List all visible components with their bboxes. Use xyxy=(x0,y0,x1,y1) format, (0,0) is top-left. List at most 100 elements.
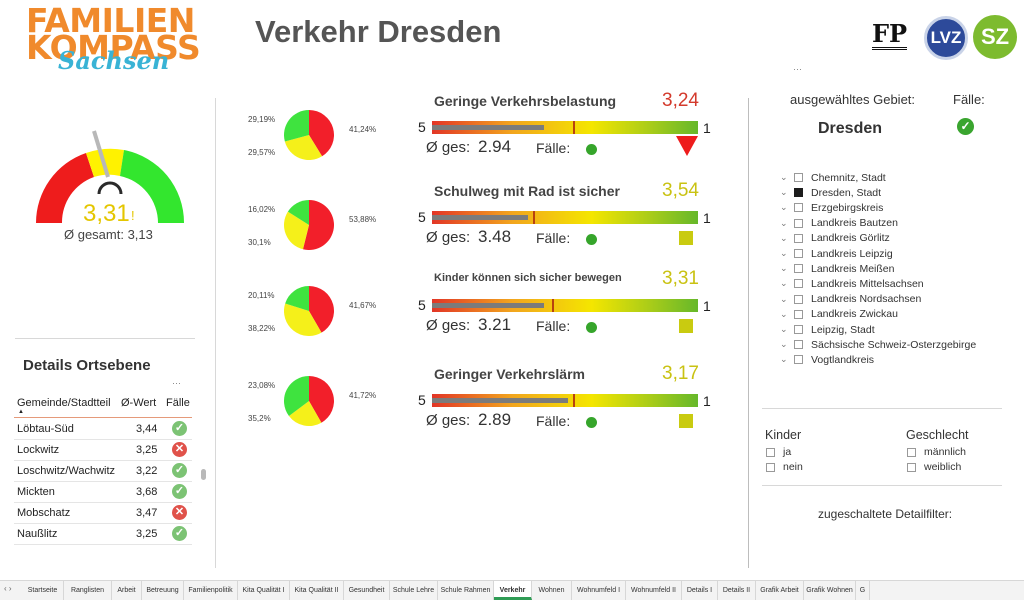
checkbox[interactable] xyxy=(766,462,775,472)
tab-g[interactable]: G xyxy=(856,581,870,600)
column-header-area[interactable]: Gemeinde/Stadtteil xyxy=(17,397,111,409)
region-item[interactable]: ⌄ Dresden, Stadt xyxy=(780,185,881,200)
chevron-down-icon[interactable]: ⌄ xyxy=(780,354,788,365)
region-item[interactable]: ⌄ Landkreis Leipzig xyxy=(780,246,893,261)
tab-scroll-arrows[interactable]: ‹ › xyxy=(4,584,12,593)
chevron-down-icon[interactable]: ⌄ xyxy=(780,263,788,274)
table-scrollbar[interactable] xyxy=(201,469,206,480)
region-label: Landkreis Görlitz xyxy=(811,232,890,245)
checkbox[interactable] xyxy=(794,279,803,289)
visual-menu-icon[interactable]: ⋯ xyxy=(793,64,806,74)
chevron-down-icon[interactable]: ⌄ xyxy=(780,232,788,243)
gauge-chart xyxy=(36,130,184,223)
checkbox[interactable] xyxy=(794,173,803,182)
checkbox[interactable] xyxy=(794,188,803,198)
region-item[interactable]: ⌄ Landkreis Nordsachsen xyxy=(780,292,921,307)
cases-label: Fälle: xyxy=(536,140,571,156)
gauge-marker: ! xyxy=(131,208,135,223)
checkbox[interactable] xyxy=(907,462,916,472)
tab-kita-qualit-t-ii[interactable]: Kita Qualität II xyxy=(290,581,344,600)
tab-wohnen[interactable]: Wohnen xyxy=(532,581,572,600)
pie-chart xyxy=(284,110,334,160)
checkbox[interactable] xyxy=(907,447,916,457)
region-label: Landkreis Zwickau xyxy=(811,308,898,321)
tab-details-i[interactable]: Details I xyxy=(682,581,718,600)
chevron-down-icon[interactable]: ⌄ xyxy=(780,293,788,304)
chevron-down-icon[interactable]: ⌄ xyxy=(780,248,788,258)
checkbox[interactable] xyxy=(794,325,803,334)
tab-gesundheit[interactable]: Gesundheit xyxy=(344,581,390,600)
tab-verkehr[interactable]: Verkehr xyxy=(494,581,532,600)
pie-label: 29,57% xyxy=(248,148,276,157)
status-square-icon xyxy=(679,319,693,333)
tab-familienpolitik[interactable]: Familienpolitik xyxy=(184,581,238,600)
divider xyxy=(215,98,216,568)
metric-title: Geringe Verkehrsbelastung xyxy=(434,93,617,109)
metric-title: Schulweg mit Rad ist sicher xyxy=(434,183,620,199)
region-item[interactable]: ⌄ Chemnitz, Stadt xyxy=(780,170,886,185)
chevron-down-icon[interactable]: ⌄ xyxy=(780,172,788,182)
checkbox[interactable] xyxy=(794,264,803,274)
region-item[interactable]: ⌄ Landkreis Zwickau xyxy=(780,307,898,322)
tab-grafik-arbeit[interactable]: Grafik Arbeit xyxy=(756,581,804,600)
chevron-down-icon[interactable]: ⌄ xyxy=(780,324,788,334)
region-item[interactable]: ⌄ Landkreis Mittelsachsen xyxy=(780,276,924,291)
checkbox[interactable] xyxy=(794,309,803,319)
table-row[interactable]: Mickten 3,68 ✓ xyxy=(14,482,192,503)
chevron-down-icon[interactable]: ⌄ xyxy=(780,339,788,350)
bar-fill xyxy=(432,125,544,130)
region-label: Chemnitz, Stadt xyxy=(811,171,886,184)
checkbox[interactable] xyxy=(766,447,775,457)
region-item[interactable]: ⌄ Vogtlandkreis xyxy=(780,352,874,367)
divider xyxy=(762,408,1002,409)
geschlecht-option-weiblich[interactable]: weiblich xyxy=(907,461,961,473)
tab-arbeit[interactable]: Arbeit xyxy=(112,581,142,600)
tab-schule-lehre[interactable]: Schule Lehre xyxy=(390,581,438,600)
checkbox[interactable] xyxy=(794,203,803,213)
row-value: 3,22 xyxy=(136,465,158,477)
region-item[interactable]: ⌄ Landkreis Görlitz xyxy=(780,231,890,246)
divider xyxy=(15,338,195,339)
region-item[interactable]: ⌄ Erzgebirgskreis xyxy=(780,200,883,215)
geschlecht-option-maennlich[interactable]: männlich xyxy=(907,446,966,458)
kinder-option-ja[interactable]: ja xyxy=(766,446,791,458)
checkbox[interactable] xyxy=(794,233,803,243)
kinder-option-nein[interactable]: nein xyxy=(766,461,803,473)
tab-wohnumfeld-i[interactable]: Wohnumfeld I xyxy=(572,581,626,600)
chevron-down-icon[interactable]: ⌄ xyxy=(780,308,788,319)
chevron-down-icon[interactable]: ⌄ xyxy=(780,217,788,228)
chevron-down-icon[interactable]: ⌄ xyxy=(780,187,788,198)
option-label: männlich xyxy=(924,446,967,458)
tab-details-ii[interactable]: Details II xyxy=(718,581,756,600)
pie-slice xyxy=(284,303,322,336)
checkbox[interactable] xyxy=(794,249,803,258)
table-row[interactable]: Mobschatz 3,47 ✕ xyxy=(14,503,192,524)
column-header-value[interactable]: Ø-Wert xyxy=(121,397,157,409)
checkbox[interactable] xyxy=(794,294,803,304)
region-label: Landkreis Mittelsachsen xyxy=(811,277,924,290)
table-row[interactable]: Löbtau-Süd 3,44 ✓ xyxy=(14,419,192,440)
metric-title: Kinder können sich sicher bewegen xyxy=(434,272,622,284)
tab-grafik-wohnen[interactable]: Grafik Wohnen xyxy=(804,581,856,600)
column-header-cases[interactable]: Fälle xyxy=(166,397,190,409)
chevron-down-icon[interactable]: ⌄ xyxy=(780,278,788,289)
chevron-down-icon[interactable]: ⌄ xyxy=(780,202,788,213)
tab-startseite[interactable]: Startseite xyxy=(22,581,64,600)
tab-wohnumfeld-ii[interactable]: Wohnumfeld II xyxy=(626,581,682,600)
checkbox[interactable] xyxy=(794,355,803,365)
region-item[interactable]: ⌄ Landkreis Meißen xyxy=(780,261,894,276)
rating-bar xyxy=(432,299,698,312)
checkbox[interactable] xyxy=(794,340,803,350)
tab-schule-rahmen[interactable]: Schule Rahmen xyxy=(438,581,494,600)
tab-betreuung[interactable]: Betreuung xyxy=(142,581,184,600)
table-row[interactable]: Lockwitz 3,25 ✕ xyxy=(14,440,192,461)
region-item[interactable]: ⌄ Sächsische Schweiz-Osterzgebirge xyxy=(780,337,976,352)
tab-ranglisten[interactable]: Ranglisten xyxy=(64,581,112,600)
table-row[interactable]: Loschwitz/Wachwitz 3,22 ✓ xyxy=(14,461,192,482)
region-item[interactable]: ⌄ Landkreis Bautzen xyxy=(780,216,898,231)
table-menu-icon[interactable]: ⋯ xyxy=(172,378,185,388)
table-row[interactable]: Naußlitz 3,25 ✓ xyxy=(14,524,192,545)
region-item[interactable]: ⌄ Leipzig, Stadt xyxy=(780,322,875,337)
checkbox[interactable] xyxy=(794,218,803,228)
tab-kita-qualit-t-i[interactable]: Kita Qualität I xyxy=(238,581,290,600)
